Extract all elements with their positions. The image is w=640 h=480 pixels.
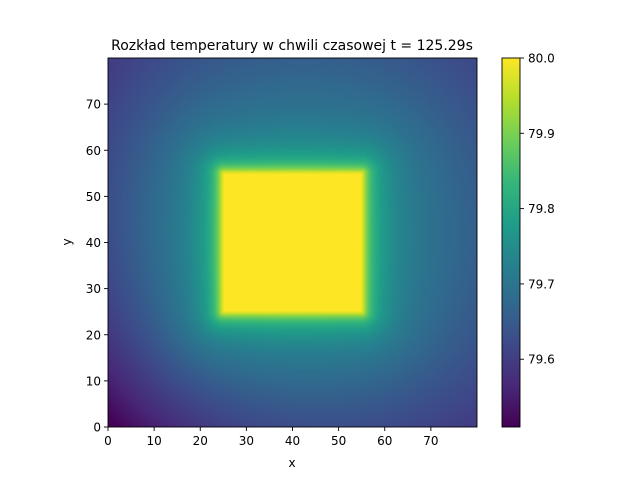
colorbar-tick-label: 79.9 (528, 127, 555, 141)
heatmap-plot-area (107, 57, 478, 428)
y-tick-label: 10 (86, 374, 101, 388)
colorbar-gradient (502, 58, 520, 427)
x-tick-label: 60 (377, 434, 392, 448)
chart-title: Rozkład temperatury w chwili czasowej t … (111, 38, 473, 54)
y-tick-label: 30 (86, 282, 101, 296)
colorbar-tick-label: 79.7 (528, 277, 555, 291)
x-axis-label: x (288, 456, 295, 470)
heatmap-image (108, 58, 477, 427)
y-axis-ticks: 0 10 20 30 40 50 60 70 (86, 98, 108, 435)
x-tick-label: 50 (331, 434, 346, 448)
x-axis-ticks: 0 10 20 30 40 50 60 70 (104, 427, 439, 448)
y-axis-label: y (60, 238, 74, 245)
x-tick-label: 30 (239, 434, 254, 448)
y-tick-label: 40 (86, 236, 101, 250)
colorbar: 79.6 79.7 79.8 79.9 80.0 (501, 52, 555, 428)
x-tick-label: 70 (423, 434, 438, 448)
colorbar-ticks: 79.6 79.7 79.8 79.9 80.0 (520, 52, 555, 367)
y-tick-label: 70 (86, 98, 101, 112)
x-tick-label: 10 (146, 434, 161, 448)
y-tick-label: 60 (86, 144, 101, 158)
y-tick-label: 0 (93, 421, 101, 435)
colorbar-tick-label: 79.8 (528, 202, 555, 216)
x-tick-label: 20 (193, 434, 208, 448)
x-tick-label: 0 (104, 434, 112, 448)
y-tick-label: 50 (86, 190, 101, 204)
y-tick-label: 20 (86, 328, 101, 342)
x-tick-label: 40 (285, 434, 300, 448)
colorbar-frame (501, 57, 521, 428)
colorbar-tick-label: 80.0 (528, 52, 555, 66)
colorbar-tick-label: 79.6 (528, 353, 555, 367)
